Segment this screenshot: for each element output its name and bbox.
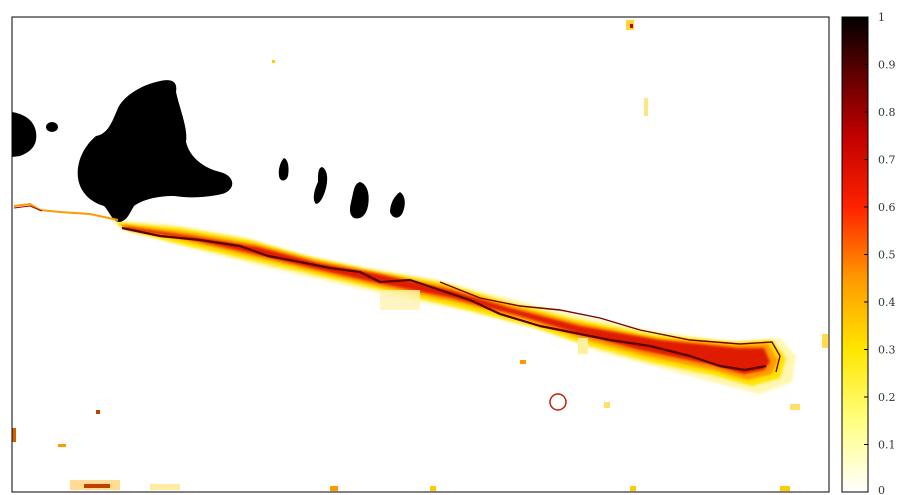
heatmap-field: [12, 20, 828, 491]
left-streak: [13, 202, 119, 221]
blob-left-edge: [12, 112, 37, 157]
colorbar-fill: [842, 17, 868, 492]
blob-drop-1: [278, 158, 289, 181]
colorbar-tick-label: 0.7: [878, 154, 896, 167]
colorbar-tick-label: 0.9: [878, 59, 896, 72]
colorbar-tick-label: 1: [878, 11, 885, 24]
colorbar-tick-label: 0.1: [878, 439, 896, 452]
blob-large: [77, 80, 233, 222]
colorbar-tick-label: 0.2: [878, 391, 896, 404]
colorbar-tick-label: 0: [878, 484, 885, 495]
colorbar-tick-label: 0.5: [878, 249, 896, 262]
blob-drop-3: [350, 182, 369, 219]
band-dark-ridge: [121, 226, 767, 372]
colorbar-ticks: 0 0.1 0.2 0.3 0.4 0.5 0.6 0.7 0.8 0.9 1: [864, 11, 896, 495]
colorbar: 0 0.1 0.2 0.3 0.4 0.5 0.6 0.7 0.8 0.9 1: [841, 11, 896, 495]
colorbar-tick-label: 0.6: [878, 201, 896, 214]
band-dark-ridge-2: [439, 281, 781, 373]
colorbar-tick-label: 0.3: [878, 344, 896, 357]
plot-background: [12, 17, 829, 492]
blob-drop-4: [390, 192, 405, 218]
colorbar-tick-label: 0.8: [878, 106, 896, 119]
band-red-core: [122, 226, 770, 374]
blob-drop-2: [313, 167, 328, 204]
speckles: [12, 20, 828, 491]
plot-frame: [11, 16, 830, 493]
colorbar-tick-label: 0.4: [878, 296, 896, 309]
blob-small-dot: [46, 122, 58, 132]
left-streak-dark: [13, 205, 43, 212]
heatmap-plot-area: [11, 16, 830, 493]
